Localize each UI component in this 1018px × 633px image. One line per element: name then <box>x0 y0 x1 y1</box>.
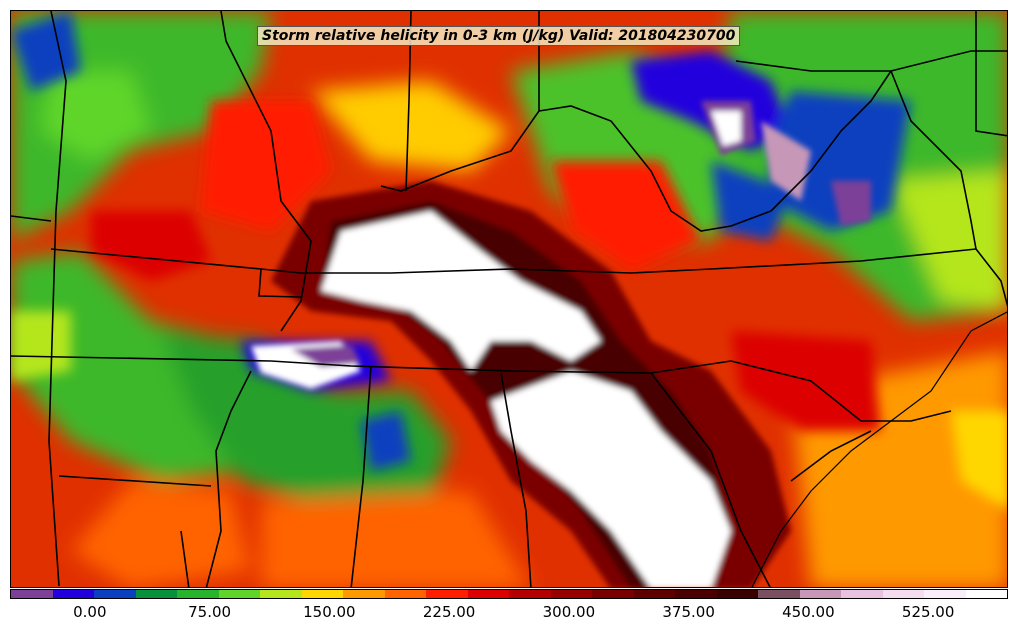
colorbar-segment <box>426 590 468 598</box>
state-boundaries <box>11 11 1007 587</box>
colorbar-segment <box>260 590 302 598</box>
colorbar-tick-label: 300.00 <box>542 603 596 621</box>
colorbar-segment <box>52 590 94 598</box>
colorbar-segment <box>965 590 1007 598</box>
colorbar-tick-label: 525.00 <box>901 603 955 621</box>
colorbar-segment <box>716 590 758 598</box>
colorbar-segment <box>675 590 717 598</box>
colorbar-segment <box>177 590 219 598</box>
colorbar-tick-label: 375.00 <box>662 603 715 621</box>
map-title: Storm relative helicity in 0-3 km (J/kg)… <box>257 26 741 46</box>
colorbar-segment <box>384 590 426 598</box>
colorbar-segment <box>94 590 136 598</box>
colorbar-segment <box>509 590 551 598</box>
colorbar-segment <box>633 590 675 598</box>
colorbar-segment <box>550 590 592 598</box>
colorbar-tick-label: 150.00 <box>303 603 356 621</box>
colorbar-segment <box>343 590 385 598</box>
colorbar-tick-label: 450.00 <box>782 603 835 621</box>
colorbar-segment <box>841 590 883 598</box>
colorbar-segment <box>799 590 841 598</box>
colorbar-segment <box>467 590 509 598</box>
colorbar-segment <box>301 590 343 598</box>
colorbar-segment <box>924 590 966 598</box>
coastline <box>751 311 1007 587</box>
colorbar-ticks: 0.00 75.00 150.00 225.00 300.00 375.00 450.00 5… <box>10 600 1008 630</box>
helicity-field-low <box>11 11 1007 587</box>
colorbar-segment <box>882 590 924 598</box>
helicity-field-high <box>251 101 871 587</box>
map-canvas <box>11 11 1007 587</box>
helicity-map: Storm relative helicity in 0-3 km (J/kg)… <box>10 10 1008 588</box>
colorbar-segment <box>135 590 177 598</box>
colorbar-tick-label: 0.00 <box>73 603 107 621</box>
colorbar-tick-label: 75.00 <box>188 603 232 621</box>
colorbar <box>10 589 1008 599</box>
colorbar-segment <box>758 590 800 598</box>
colorbar-segment <box>218 590 260 598</box>
colorbar-segment <box>11 590 53 598</box>
colorbar-segment <box>592 590 634 598</box>
colorbar-tick-label: 225.00 <box>422 603 476 621</box>
